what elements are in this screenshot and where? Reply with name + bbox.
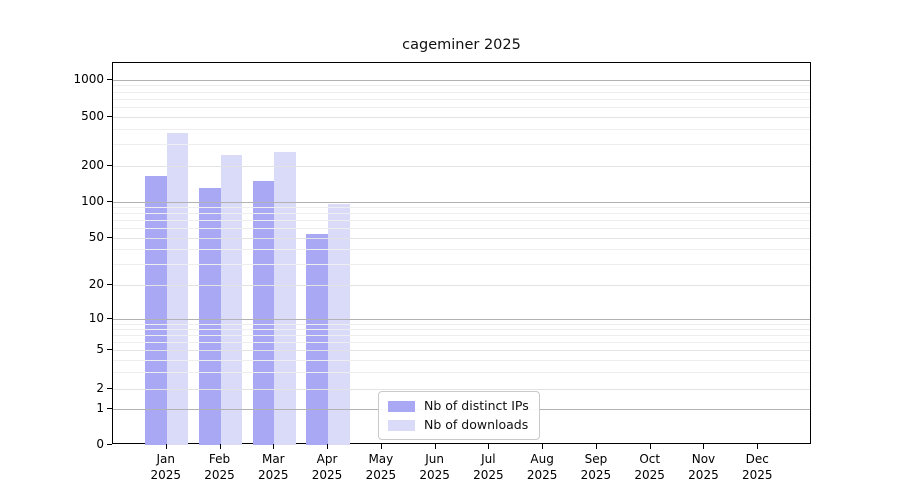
y-tick-label: 500 (81, 108, 104, 123)
minor-gridline (113, 128, 810, 130)
chart-title: cageminer 2025 (402, 37, 521, 53)
y-tick-label: 0 (96, 437, 104, 451)
bar-distinct-ips (198, 188, 221, 445)
x-tick (488, 444, 489, 449)
y-tick-label: 1 (96, 401, 104, 416)
y-tick-label: 10 (88, 311, 104, 326)
y-tick (107, 165, 112, 166)
x-tick-label: May 2025 (365, 452, 397, 482)
y-tick-label: 50 (88, 229, 104, 244)
minor-gridline (113, 220, 810, 222)
y-tick (107, 388, 112, 389)
x-tick (650, 444, 651, 449)
y-tick-label: 5 (96, 342, 104, 357)
x-tick-label: Nov 2025 (688, 452, 719, 482)
x-tick-label: Sep 2025 (580, 452, 612, 482)
x-tick (166, 444, 167, 449)
x-tick-label: Aug 2025 (526, 452, 558, 482)
x-tick-label: Dec 2025 (741, 452, 773, 482)
y-tick-label: 2 (96, 381, 104, 396)
x-tick (327, 444, 328, 449)
y-tick (107, 408, 112, 409)
minor-gridline (113, 85, 810, 87)
legend-label-distinct-ips: Nb of distinct IPs (424, 398, 529, 413)
y-tick-label: 100 (81, 194, 104, 209)
major-gridline (113, 116, 810, 118)
bar-distinct-ips (306, 233, 329, 445)
x-tick (220, 444, 221, 449)
legend-item-distinct-ips: Nb of distinct IPs (388, 399, 529, 413)
y-tick (107, 284, 112, 285)
major-gridline (113, 285, 810, 287)
bar-distinct-ips (252, 181, 275, 445)
y-tick-label: 20 (88, 277, 104, 292)
x-tick (542, 444, 543, 449)
major-gridline (113, 166, 810, 168)
legend-swatch-downloads (388, 419, 415, 431)
grid-layer (113, 63, 810, 443)
y-tick (107, 201, 112, 202)
minor-gridline (113, 107, 810, 109)
x-tick-label: Jul 2025 (473, 452, 504, 482)
x-tick-label: Mar 2025 (258, 452, 289, 482)
minor-gridline (113, 359, 810, 361)
minor-gridline (113, 98, 810, 100)
major-gridline (113, 389, 810, 391)
x-tick-label: Feb 2025 (204, 452, 235, 482)
major-gridline (113, 350, 810, 352)
bar-downloads (166, 133, 189, 445)
minor-gridline (113, 371, 810, 373)
y-tick (107, 318, 112, 319)
minor-gridline (113, 324, 810, 326)
legend-item-downloads: Nb of downloads (388, 418, 529, 432)
y-tick-label: 200 (81, 158, 104, 173)
minor-gridline (113, 228, 810, 230)
x-tick (273, 444, 274, 449)
x-tick (381, 444, 382, 449)
minor-gridline (113, 342, 810, 344)
x-tick (757, 444, 758, 449)
y-tick (107, 444, 112, 445)
minor-gridline (113, 249, 810, 251)
minor-gridline (113, 91, 810, 93)
minor-gridline (113, 264, 810, 266)
y-tick (107, 349, 112, 350)
x-tick (596, 444, 597, 449)
major-gridline (113, 319, 810, 321)
minor-gridline (113, 207, 810, 209)
minor-gridline (113, 213, 810, 215)
x-tick-label: Jan 2025 (150, 452, 182, 482)
bar-downloads (274, 152, 296, 445)
x-tick (703, 444, 704, 449)
minor-gridline (113, 329, 810, 331)
plot-area (112, 62, 811, 445)
major-gridline (113, 237, 810, 239)
legend-swatch-distinct-ips (388, 400, 415, 412)
legend: Nb of distinct IPs Nb of downloads (378, 391, 540, 440)
major-gridline (113, 79, 810, 81)
y-tick (107, 116, 112, 117)
x-tick-label: Jun 2025 (419, 452, 450, 482)
minor-gridline (113, 144, 810, 146)
y-tick (107, 79, 112, 80)
bar-distinct-ips (145, 176, 167, 445)
legend-label-downloads: Nb of downloads (424, 417, 529, 432)
minor-gridline (113, 335, 810, 337)
x-tick-label: Apr 2025 (311, 452, 343, 482)
major-gridline (113, 202, 810, 204)
y-tick (107, 237, 112, 238)
y-tick-label: 1000 (73, 71, 104, 86)
x-tick-label: Oct 2025 (634, 452, 665, 482)
x-tick (435, 444, 436, 449)
